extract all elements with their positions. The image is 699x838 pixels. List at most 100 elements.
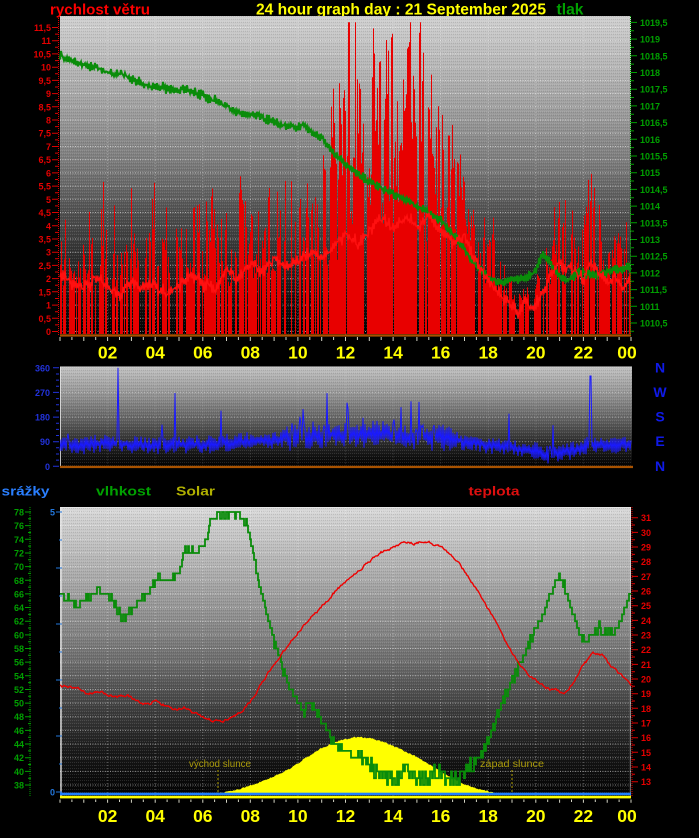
svg-text:50: 50 [14, 699, 24, 709]
svg-text:0: 0 [46, 327, 51, 337]
svg-text:1012,5: 1012,5 [640, 252, 668, 262]
svg-text:2,5: 2,5 [38, 261, 51, 271]
svg-text:1016: 1016 [640, 135, 660, 145]
svg-text:1016,5: 1016,5 [640, 118, 668, 128]
svg-text:08: 08 [241, 806, 261, 826]
svg-text:68: 68 [14, 576, 24, 586]
svg-text:1013,5: 1013,5 [640, 218, 668, 228]
svg-text:7,5: 7,5 [38, 129, 51, 139]
svg-text:76: 76 [14, 521, 24, 531]
svg-text:16: 16 [431, 343, 451, 363]
svg-text:východ slunce: východ slunce [189, 759, 251, 770]
svg-text:4: 4 [46, 221, 51, 231]
svg-text:52: 52 [14, 685, 24, 695]
svg-text:1017,5: 1017,5 [640, 85, 668, 95]
svg-text:6,5: 6,5 [38, 155, 51, 165]
svg-text:00: 00 [617, 806, 637, 826]
svg-text:1018,5: 1018,5 [640, 51, 668, 61]
svg-text:23: 23 [641, 631, 651, 641]
svg-text:21: 21 [641, 660, 651, 670]
svg-text:27: 27 [641, 572, 651, 582]
svg-text:13: 13 [641, 777, 651, 787]
svg-text:3: 3 [46, 248, 51, 258]
svg-text:1014: 1014 [640, 202, 660, 212]
svg-text:6: 6 [46, 168, 51, 178]
svg-text:12: 12 [336, 806, 356, 826]
svg-text:30: 30 [641, 528, 651, 538]
svg-text:14: 14 [383, 806, 403, 826]
svg-text:5,5: 5,5 [38, 182, 51, 192]
svg-text:0,5: 0,5 [38, 314, 51, 324]
svg-text:18: 18 [641, 704, 651, 714]
svg-text:58: 58 [14, 644, 24, 654]
svg-text:5: 5 [50, 508, 55, 518]
svg-text:24: 24 [641, 616, 651, 626]
svg-text:15: 15 [641, 748, 651, 758]
svg-text:78: 78 [14, 508, 24, 518]
svg-text:7: 7 [46, 142, 51, 152]
svg-text:12: 12 [336, 343, 356, 363]
svg-text:20: 20 [526, 806, 546, 826]
svg-text:1012: 1012 [640, 268, 660, 278]
svg-text:90: 90 [40, 437, 50, 447]
svg-text:1018: 1018 [640, 68, 660, 78]
svg-text:22: 22 [641, 645, 651, 655]
svg-text:8: 8 [46, 116, 51, 126]
svg-text:teplota: teplota [469, 484, 521, 499]
svg-text:0: 0 [50, 788, 55, 798]
svg-text:17: 17 [641, 719, 651, 729]
svg-text:06: 06 [193, 343, 213, 363]
svg-text:14: 14 [641, 763, 651, 773]
svg-text:46: 46 [14, 726, 24, 736]
svg-text:vlhkost: vlhkost [96, 484, 152, 499]
svg-text:1017: 1017 [640, 101, 660, 111]
svg-text:70: 70 [14, 562, 24, 572]
svg-text:16: 16 [641, 733, 651, 743]
svg-text:02: 02 [98, 343, 118, 363]
svg-text:38: 38 [14, 781, 24, 791]
svg-text:40: 40 [14, 767, 24, 777]
svg-text:24 hour graph day : 21 Septemb: 24 hour graph day : 21 September 2025 [256, 2, 546, 19]
svg-text:1019: 1019 [640, 35, 660, 45]
svg-text:06: 06 [193, 806, 213, 826]
svg-text:11,5: 11,5 [34, 23, 51, 33]
svg-text:E: E [655, 433, 664, 449]
svg-text:1015,5: 1015,5 [640, 152, 668, 162]
svg-text:1011,5: 1011,5 [640, 285, 667, 295]
svg-text:10,5: 10,5 [33, 49, 51, 59]
svg-text:42: 42 [14, 753, 24, 763]
svg-text:18: 18 [478, 343, 498, 363]
svg-text:9: 9 [46, 89, 51, 99]
svg-text:0: 0 [45, 462, 50, 472]
svg-text:N: N [655, 359, 665, 375]
svg-text:26: 26 [641, 587, 651, 597]
svg-text:4,5: 4,5 [38, 208, 51, 218]
svg-text:1019,5: 1019,5 [640, 18, 668, 28]
svg-text:44: 44 [14, 740, 24, 750]
svg-text:W: W [653, 384, 667, 400]
svg-text:14: 14 [383, 343, 403, 363]
svg-text:66: 66 [14, 589, 24, 599]
svg-text:20: 20 [641, 675, 651, 685]
svg-text:Solar: Solar [176, 484, 215, 499]
svg-text:tlak: tlak [557, 2, 584, 19]
svg-text:62: 62 [14, 617, 24, 627]
svg-text:00: 00 [617, 343, 637, 363]
svg-text:19: 19 [641, 689, 651, 699]
svg-text:25: 25 [641, 601, 651, 611]
svg-text:10: 10 [288, 806, 308, 826]
svg-text:5: 5 [46, 195, 51, 205]
svg-text:16: 16 [431, 806, 451, 826]
svg-text:60: 60 [14, 630, 24, 640]
svg-text:3,5: 3,5 [38, 235, 51, 245]
svg-text:04: 04 [145, 343, 165, 363]
svg-text:1011: 1011 [640, 302, 660, 312]
svg-text:28: 28 [641, 557, 651, 567]
svg-text:N: N [655, 458, 665, 474]
svg-text:1013: 1013 [640, 235, 660, 245]
svg-text:10: 10 [41, 63, 51, 73]
svg-text:04: 04 [145, 806, 165, 826]
svg-text:S: S [655, 409, 664, 425]
svg-text:1015: 1015 [640, 168, 660, 178]
svg-text:56: 56 [14, 658, 24, 668]
